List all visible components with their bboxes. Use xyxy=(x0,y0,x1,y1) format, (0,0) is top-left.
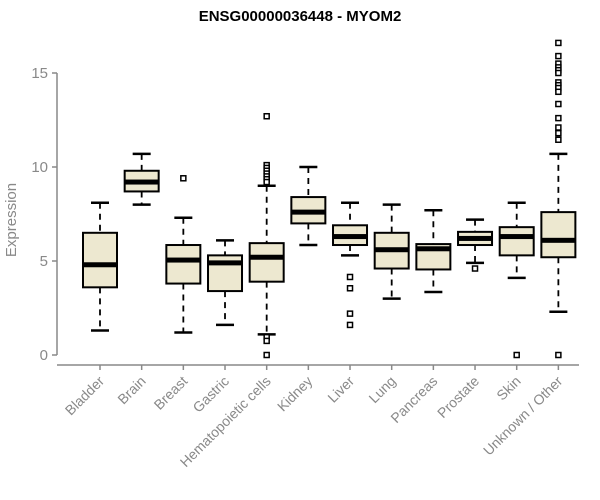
outlier-point xyxy=(555,88,562,96)
outlier-point xyxy=(471,265,479,272)
x-tick-label: Kidney xyxy=(274,373,316,415)
outlier-point xyxy=(263,351,270,359)
outlier-point xyxy=(555,52,562,60)
x-tick-label: Unknown / Other xyxy=(480,373,566,459)
outlier-point xyxy=(555,124,562,131)
y-axis-title: Expression xyxy=(3,183,20,257)
iqr-box xyxy=(165,244,202,285)
median-line xyxy=(83,262,117,268)
x-tick-label: Lung xyxy=(365,373,398,406)
box-skin xyxy=(498,201,535,359)
box-brain xyxy=(123,152,160,206)
x-tick-label: Bladder xyxy=(62,373,108,419)
outlier-point xyxy=(346,273,354,281)
outlier-point xyxy=(263,178,270,186)
y-axis: 0 5 10 15 Expression xyxy=(3,65,58,364)
y-tick-label: 10 xyxy=(31,159,48,176)
outlier-point xyxy=(513,351,520,359)
box-breast xyxy=(165,175,202,334)
x-tick-label: Prostate xyxy=(434,373,482,421)
median-line xyxy=(499,234,534,240)
median-line xyxy=(208,260,243,266)
box-unknown-other xyxy=(540,39,577,359)
median-line xyxy=(374,247,409,253)
outlier-point xyxy=(180,175,187,182)
median-line xyxy=(249,254,284,260)
x-tick-label: Liver xyxy=(324,373,357,406)
y-tick-label: 5 xyxy=(40,253,48,270)
box-gastric xyxy=(207,239,244,327)
outlier-point xyxy=(555,351,562,359)
x-tick-label: Breast xyxy=(151,373,191,413)
iqr-box xyxy=(540,211,577,259)
y-tick-label: 0 xyxy=(40,347,48,364)
outlier-point xyxy=(555,39,562,47)
outlier-point xyxy=(555,129,562,137)
iqr-box xyxy=(248,242,285,283)
median-line xyxy=(458,235,493,241)
outlier-point xyxy=(263,337,270,345)
median-line xyxy=(333,234,368,240)
box-bladder xyxy=(82,201,118,332)
x-tick-label: Brain xyxy=(114,373,148,407)
outlier-point xyxy=(555,100,562,108)
iqr-box xyxy=(498,226,535,257)
outlier-point xyxy=(346,310,354,317)
box-pancreas xyxy=(415,208,452,294)
box-liver xyxy=(332,201,369,329)
y-tick-label: 15 xyxy=(31,65,48,82)
x-tick-label: Skin xyxy=(493,373,524,404)
box-hematopoietic-cells xyxy=(248,112,285,359)
median-line xyxy=(416,246,451,252)
median-line xyxy=(291,209,326,215)
outlier-point xyxy=(346,321,354,329)
box-lung xyxy=(373,203,410,300)
outlier-point xyxy=(555,69,562,77)
box-kidney xyxy=(290,165,327,247)
median-line xyxy=(166,257,201,263)
median-line xyxy=(124,179,159,185)
outlier-point xyxy=(263,112,270,120)
chart-title: ENSG00000036448 - MYOM2 xyxy=(198,8,402,25)
outlier-point xyxy=(555,136,562,143)
box-prostate xyxy=(457,218,494,272)
outlier-point xyxy=(346,285,354,292)
iqr-box xyxy=(82,231,118,289)
outlier-point xyxy=(555,114,562,122)
median-line xyxy=(541,237,576,243)
